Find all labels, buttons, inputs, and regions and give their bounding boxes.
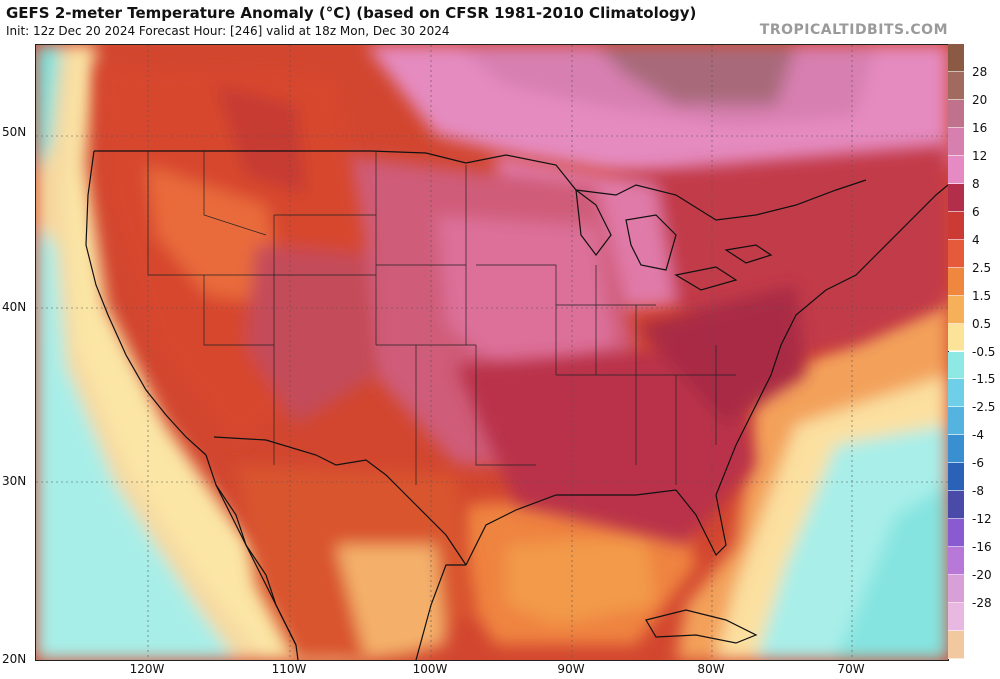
colorbar-cell <box>948 575 964 604</box>
colorbar-label: 6 <box>972 204 980 219</box>
colorbar-label: -1.5 <box>972 372 996 387</box>
colorbar-cell <box>948 631 964 659</box>
state-borders <box>147 151 736 485</box>
lon-label-70w: 70W <box>837 662 865 676</box>
colorbar-cell <box>948 407 964 436</box>
western-us-field <box>96 65 376 445</box>
lat-label-40n: 40N <box>2 300 27 314</box>
colorbar-cell <box>948 44 964 72</box>
colorbar-label: -8 <box>972 484 984 499</box>
colorbar-label: -6 <box>972 456 984 471</box>
lon-label-100w: 100W <box>412 662 448 676</box>
colorbar-cell <box>948 519 964 548</box>
colorbar-label: -20 <box>972 568 992 583</box>
colorbar-label: 8 <box>972 176 980 191</box>
colorbar-cell <box>948 379 964 408</box>
map-svg <box>36 45 948 660</box>
brand-watermark: TROPICALTIDBITS.COM <box>759 22 948 38</box>
colorbar-label: -12 <box>972 512 992 527</box>
lon-label-80w: 80W <box>697 662 725 676</box>
coastlines-borders <box>85 150 948 660</box>
colorbar-label: 2.5 <box>972 260 992 275</box>
colorbar-label: -4 <box>972 428 984 443</box>
colorbar-cell <box>948 603 964 632</box>
lon-label-120w: 120W <box>129 662 165 676</box>
pacific-ocean-field <box>36 45 366 660</box>
lon-label-110w: 110W <box>271 662 307 676</box>
colorbar-cell <box>948 183 964 212</box>
colorbar-cell <box>948 99 964 128</box>
colorbar-cell <box>948 547 964 576</box>
colorbar-label: -0.5 <box>972 344 996 359</box>
colorbar-label: 12 <box>972 148 988 163</box>
lon-label-90w: 90W <box>557 662 585 676</box>
colorbar-cell <box>948 435 964 464</box>
colorbar-label: 1.5 <box>972 288 992 303</box>
colorbar-cell <box>948 463 964 492</box>
colorbar-label: -2.5 <box>972 400 996 415</box>
temperature-anomaly-map <box>35 44 949 661</box>
colorbar-cell <box>948 239 964 268</box>
colorbar-cell <box>948 71 964 100</box>
lat-label-30n: 30N <box>2 474 27 488</box>
atlantic-ocean-field <box>676 295 948 660</box>
map-title: GEFS 2-meter Temperature Anomaly (°C) (b… <box>6 4 697 22</box>
colorbar-cell <box>948 155 964 184</box>
colorbar-label: 16 <box>972 120 988 135</box>
colorbar-label: -28 <box>972 596 992 611</box>
map-gridlines <box>36 45 948 660</box>
colorbar <box>948 44 964 659</box>
colorbar-label: 0.5 <box>972 316 992 331</box>
colorbar-label: -16 <box>972 540 992 555</box>
colorbar-label: 4 <box>972 232 980 247</box>
colorbar-cell <box>948 351 964 380</box>
lat-label-20n: 20N <box>2 652 27 666</box>
colorbar-label: 28 <box>972 64 988 79</box>
colorbar-cell <box>948 295 964 324</box>
colorbar-cell <box>948 491 964 520</box>
mexico-field <box>236 465 476 660</box>
colorbar-cell <box>948 211 964 240</box>
lat-label-50n: 50N <box>2 125 27 139</box>
colorbar-cell <box>948 267 964 296</box>
map-subtitle: Init: 12z Dec 20 2024 Forecast Hour: [24… <box>6 24 450 38</box>
colorbar-cell <box>948 323 964 352</box>
colorbar-cell <box>948 127 964 156</box>
colorbar-label: 20 <box>972 92 988 107</box>
